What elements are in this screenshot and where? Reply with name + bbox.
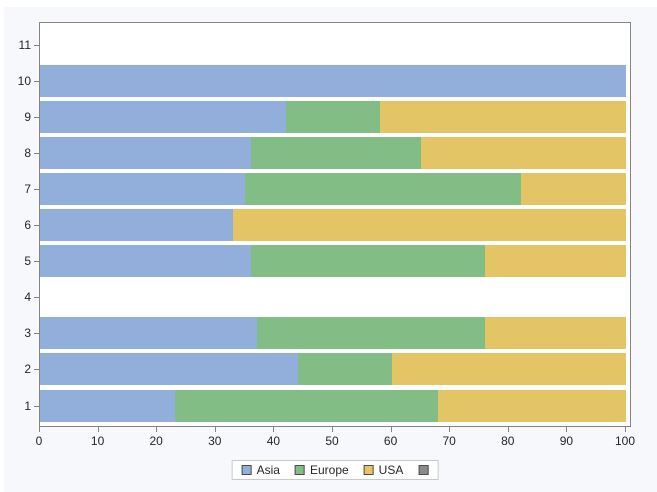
- bar-segment-europe-cat2: [297, 353, 392, 386]
- y-axis-tick: [34, 81, 39, 83]
- bar-segment-usa-cat5: [485, 245, 626, 278]
- x-axis-tick: [39, 427, 40, 432]
- bar-segment-usa-cat3: [485, 317, 626, 350]
- bar-segment-usa-cat2: [391, 353, 626, 386]
- legend-swatch-icon: [241, 464, 252, 475]
- x-axis-tick: [332, 427, 333, 432]
- x-axis-tick: [625, 427, 626, 432]
- bar-segment-europe-cat7: [245, 173, 521, 206]
- x-tick-label: 60: [383, 434, 398, 448]
- y-axis-tick: [34, 45, 39, 46]
- y-tick-label: 11: [18, 38, 31, 52]
- y-tick-label: 6: [24, 218, 31, 233]
- y-axis-tick: [34, 333, 39, 335]
- bar-segment-asia-cat3: [40, 317, 257, 350]
- bar-segment-europe-cat9: [286, 101, 380, 134]
- x-tick-label: 20: [149, 434, 163, 448]
- x-axis-tick: [156, 427, 158, 432]
- y-axis-tick: [34, 153, 39, 155]
- y-tick-label: 7: [24, 182, 31, 197]
- bar-segment-europe-cat3: [256, 317, 486, 350]
- x-tick-label: 80: [501, 434, 515, 448]
- legend-swatch-icon: [363, 464, 374, 475]
- bar-segment-europe-cat5: [250, 245, 486, 278]
- x-tick-label: 0: [35, 434, 43, 448]
- bar-segment-asia-cat1: [40, 389, 175, 422]
- y-tick-label: 10: [17, 74, 31, 89]
- bar-segment-usa-cat9: [379, 101, 626, 134]
- plot-area: [39, 22, 631, 427]
- legend-item-unlabeled: [418, 464, 429, 475]
- y-tick-label: 2: [24, 362, 31, 377]
- bar-segment-asia-cat8: [40, 137, 251, 170]
- bar-segment-asia-cat10: [40, 65, 626, 98]
- y-tick-label: 9: [24, 110, 31, 125]
- x-axis-tick: [507, 427, 509, 432]
- y-axis-tick: [34, 225, 39, 227]
- y-tick-label: 8: [24, 146, 31, 161]
- x-axis-tick: [566, 427, 568, 432]
- x-axis-tick: [390, 427, 392, 432]
- y-axis-tick: [34, 189, 39, 191]
- legend-item-asia: Asia: [241, 462, 280, 477]
- y-tick-label: 1: [24, 398, 31, 413]
- legend-item-europe: Europe: [294, 462, 349, 477]
- y-axis-tick: [34, 117, 39, 119]
- x-tick-label: 10: [90, 434, 105, 448]
- bar-segment-europe-cat8: [250, 137, 421, 170]
- legend: Asia Europe USA: [231, 460, 439, 480]
- bar-segment-usa-cat8: [420, 137, 626, 170]
- bar-segment-europe-cat1: [174, 389, 439, 422]
- bar-segment-usa-cat7: [520, 173, 626, 206]
- x-tick-label: 90: [559, 434, 574, 448]
- legend-label: USA: [378, 462, 404, 477]
- legend-label: Asia: [256, 462, 280, 477]
- bar-segment-usa-cat6: [233, 209, 626, 242]
- legend-item-usa: USA: [363, 462, 404, 477]
- y-axis-tick: [34, 297, 39, 299]
- legend-label: Europe: [309, 462, 349, 477]
- x-tick-label: 100: [614, 434, 636, 448]
- x-axis-tick: [273, 427, 275, 432]
- y-axis-tick: [34, 369, 39, 371]
- x-tick-label: 50: [325, 434, 339, 448]
- bar-segment-asia-cat2: [40, 353, 298, 386]
- y-tick-label: 4: [24, 290, 31, 305]
- legend-swatch-icon: [418, 464, 429, 475]
- legend-swatch-icon: [294, 464, 305, 475]
- y-tick-label: 3: [24, 326, 31, 341]
- bar-segment-asia-cat6: [40, 209, 234, 242]
- x-axis-tick: [449, 427, 451, 432]
- x-tick-label: 30: [208, 434, 222, 448]
- x-tick-label: 40: [266, 434, 281, 448]
- bar-segment-asia-cat7: [40, 173, 246, 206]
- bar-segment-asia-cat5: [40, 245, 251, 278]
- x-axis-tick: [214, 427, 216, 432]
- y-tick-label: 5: [24, 254, 31, 269]
- y-axis-tick: [34, 405, 39, 407]
- x-tick-label: 70: [442, 434, 456, 448]
- bar-segment-asia-cat9: [40, 101, 287, 134]
- y-axis-tick: [34, 261, 39, 263]
- x-axis-tick: [97, 427, 99, 432]
- bar-segment-usa-cat1: [438, 389, 626, 422]
